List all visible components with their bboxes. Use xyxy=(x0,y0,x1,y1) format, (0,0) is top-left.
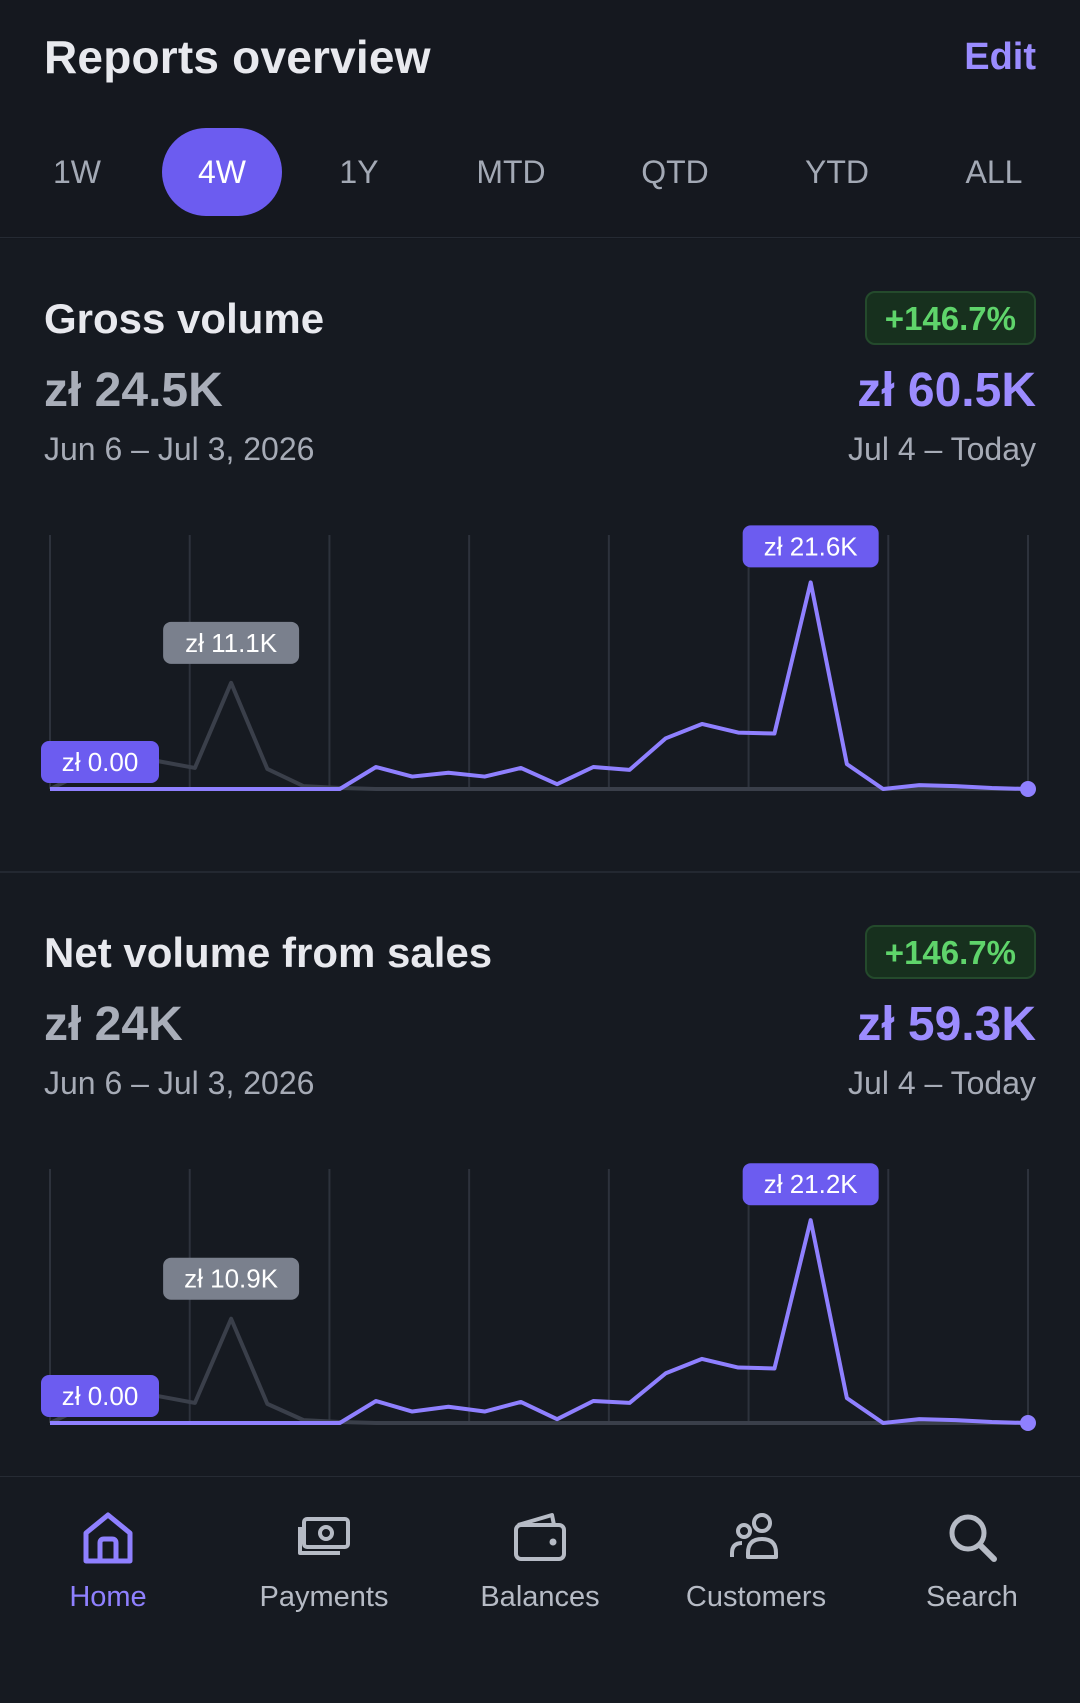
current-total: zł 59.3K xyxy=(857,998,1036,1051)
nav-label: Payments xyxy=(259,1581,389,1613)
nav-search[interactable]: Search xyxy=(864,1507,1080,1647)
previous-peak-tooltip: zł 10.9K xyxy=(163,1257,300,1300)
net-volume-chart[interactable]: zł 10.9K zł 21.2K zł 0.00 xyxy=(0,1153,1080,1453)
tab-mtd[interactable]: MTD xyxy=(476,154,546,190)
nav-label: Customers xyxy=(685,1581,827,1613)
current-total: zł 60.5K xyxy=(857,364,1036,417)
tab-4w[interactable]: 4W xyxy=(162,128,282,216)
nav-balances[interactable]: Balances xyxy=(432,1507,648,1647)
nav-label: Balances xyxy=(480,1581,600,1613)
previous-peak-label: zł 11.1K xyxy=(185,628,278,658)
nav-label: Home xyxy=(69,1581,147,1613)
nav-customers[interactable]: Customers xyxy=(648,1507,864,1647)
tab-1w[interactable]: 1W xyxy=(53,154,101,190)
previous-total: zł 24.5K xyxy=(44,364,223,417)
previous-range: Jun 6 – Jul 3, 2026 xyxy=(44,431,315,467)
card-title: Gross volume xyxy=(44,295,325,342)
nav-payments[interactable]: Payments xyxy=(216,1507,432,1647)
customers-icon xyxy=(730,1513,778,1559)
home-icon xyxy=(83,1512,133,1564)
change-badge: +146.7% xyxy=(864,291,1036,345)
change-badge: +146.7% xyxy=(864,925,1036,979)
search-icon xyxy=(949,1514,997,1562)
tab-all[interactable]: ALL xyxy=(965,154,1023,190)
previous-peak-tooltip: zł 11.1K xyxy=(163,621,300,664)
current-peak-label: zł 21.6K xyxy=(764,531,859,561)
gross-volume-card[interactable]: Gross volume +146.7% zł 24.5K zł 60.5K J… xyxy=(0,239,1080,873)
tab-ytd[interactable]: YTD xyxy=(805,154,869,190)
tab-1y[interactable]: 1Y xyxy=(339,154,379,190)
net-volume-card[interactable]: Net volume from sales +146.7% zł 24K zł … xyxy=(0,873,1080,1476)
gross-volume-chart-svg: zł 11.1K zł 21.6K zł 0.00 xyxy=(41,525,1036,797)
bottom-nav: Home Payments Balances Customers Sea xyxy=(0,1476,1080,1703)
reports-header: Reports overview Edit 1W 4W 1Y MTD QTD Y… xyxy=(0,0,1080,238)
current-period-line xyxy=(50,1218,1029,1425)
nav-home[interactable]: Home xyxy=(0,1507,216,1647)
net-volume-chart-svg: zł 10.9K zł 21.2K zł 0.00 xyxy=(41,1163,1036,1431)
card-title: Net volume from sales xyxy=(44,929,493,976)
end-point xyxy=(1020,781,1036,797)
tab-qtd[interactable]: QTD xyxy=(641,154,709,190)
start-value-label: zł 0.00 xyxy=(62,1381,139,1411)
previous-range: Jun 6 – Jul 3, 2026 xyxy=(44,1065,315,1101)
previous-peak-label: zł 10.9K xyxy=(184,1264,279,1294)
period-tabs: 1W 4W 1Y MTD QTD YTD ALL xyxy=(0,128,1080,216)
previous-total: zł 24K xyxy=(44,998,183,1051)
start-value-tooltip: zł 0.00 xyxy=(41,741,159,783)
current-range: Jul 4 – Today xyxy=(848,431,1036,467)
start-value-label: zł 0.00 xyxy=(62,747,139,777)
gross-volume-chart[interactable]: zł 11.1K zł 21.6K zł 0.00 xyxy=(0,519,1080,819)
edit-button[interactable]: Edit xyxy=(964,36,1036,78)
card-divider xyxy=(0,871,1080,873)
current-range: Jul 4 – Today xyxy=(848,1065,1036,1101)
current-period-line xyxy=(50,580,1029,791)
end-point xyxy=(1020,1415,1036,1431)
current-peak-label: zł 21.2K xyxy=(764,1169,859,1199)
payments-icon xyxy=(298,1517,350,1555)
previous-period-line xyxy=(49,680,1028,791)
reports-content: Gross volume +146.7% zł 24.5K zł 60.5K J… xyxy=(0,239,1080,1476)
previous-period-line xyxy=(49,1316,1028,1425)
current-peak-tooltip: zł 21.6K xyxy=(742,525,879,568)
page-title: Reports overview xyxy=(44,31,431,83)
current-peak-tooltip: zł 21.2K xyxy=(742,1163,879,1206)
nav-label: Search xyxy=(926,1581,1018,1613)
start-value-tooltip: zł 0.00 xyxy=(41,1375,159,1417)
wallet-icon xyxy=(514,1513,566,1561)
